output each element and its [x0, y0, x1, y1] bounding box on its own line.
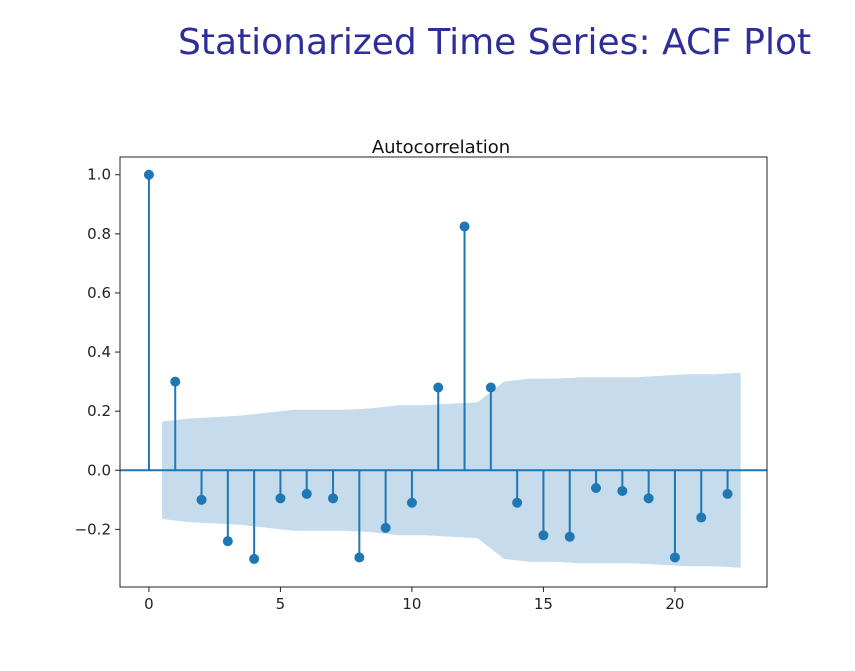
stem-layer: [120, 169, 767, 564]
x-tick-label: 10: [402, 595, 421, 613]
acf-point: [275, 493, 286, 504]
y-tick-label: 1.0: [87, 166, 111, 184]
acf-point: [538, 530, 549, 541]
acf-point: [249, 553, 260, 564]
acf-point: [617, 485, 628, 496]
acf-point: [512, 497, 523, 508]
x-tick-label: 20: [665, 595, 684, 613]
y-tick-label: 0.4: [87, 343, 111, 361]
slide-title: Stationarized Time Series: ACF Plot: [178, 22, 812, 63]
acf-point: [433, 382, 444, 393]
acf-point: [564, 531, 575, 542]
acf-point: [696, 512, 707, 523]
acf-point: [380, 522, 391, 533]
x-tick-label: 0: [144, 595, 154, 613]
y-tick-label: 0.8: [87, 225, 111, 243]
acf-point: [143, 169, 154, 180]
x-tick-label: 5: [276, 595, 286, 613]
acf-point: [222, 536, 233, 547]
acf-point: [406, 497, 417, 508]
plot-frame: [119, 156, 768, 588]
x-tick-label: 15: [534, 595, 553, 613]
acf-point: [196, 494, 207, 505]
y-tick-label: 0.2: [87, 402, 111, 420]
y-tick-label: −0.2: [75, 520, 111, 538]
chart-title: Autocorrelation: [372, 137, 510, 158]
acf-point: [722, 488, 733, 499]
acf-point: [485, 382, 496, 393]
acf-point: [591, 482, 602, 493]
acf-point: [328, 493, 339, 504]
acf-point: [643, 493, 654, 504]
axes: −0.2 0.0 0.2 0.4 0.6 0.8 1.0 0 5 10 15 20: [75, 156, 768, 613]
acf-point: [301, 488, 312, 499]
y-tick-label: 0.6: [87, 284, 111, 302]
acf-point: [170, 376, 181, 387]
y-tick-label: 0.0: [87, 461, 111, 479]
acf-point: [459, 221, 470, 232]
acf-point: [669, 552, 680, 563]
acf-point: [354, 552, 365, 563]
